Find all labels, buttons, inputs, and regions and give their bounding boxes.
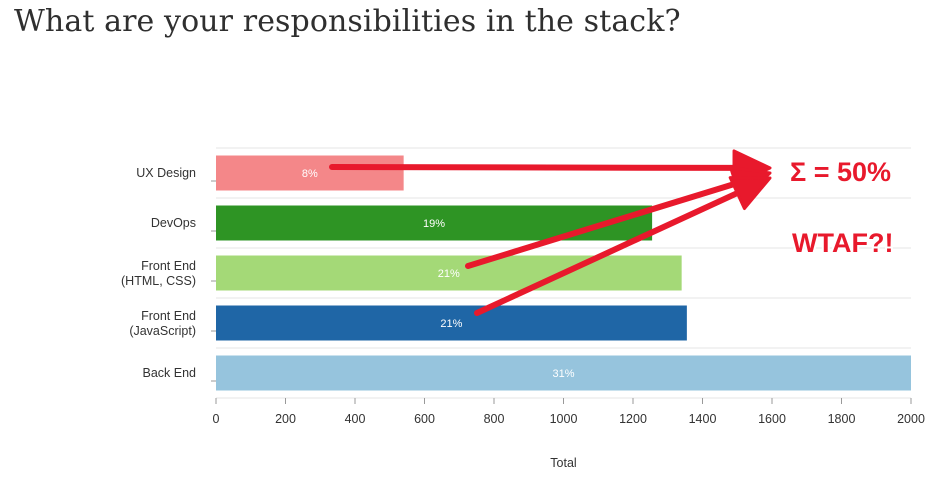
data-label: 21% [440,318,462,330]
sum-annotation: Σ = 50% [790,157,891,187]
category-label: Back End [142,366,196,380]
chart-title: What are your responsibilities in the st… [14,4,681,39]
y-axis-ticks [211,180,216,382]
bar [216,305,687,341]
data-label: 19% [423,218,445,230]
category-label: Front End (JavaScript) [129,309,196,338]
x-tick-label: 400 [345,412,366,426]
x-tick-label: 1000 [550,412,578,426]
data-label: 21% [438,268,460,280]
annotations: Σ = 50% WTAF?! [329,149,895,316]
data-label: 8% [302,168,318,180]
category-label: Front End (HTML, CSS) [121,259,196,288]
category-label: DevOps [151,216,196,230]
category-label: UX Design [136,166,196,180]
x-tick-label: 1600 [758,412,786,426]
annotation-arrow [474,176,772,316]
wtaf-annotation: WTAF?! [792,228,893,258]
x-tick-label: 1200 [619,412,647,426]
bar [216,355,911,391]
x-tick-label: 200 [275,412,296,426]
x-axis: 0 200 400 600 800 1000 1200 1400 1600 1800 2000 [213,398,925,426]
data-labels: 8% 19% 21% 21% 31% [302,168,575,380]
bar [216,155,404,191]
category-labels: UX Design DevOps Front End (HTML, CSS) Front… [121,166,196,380]
bars [216,155,911,391]
x-tick-label: 1400 [689,412,717,426]
bar [216,255,682,291]
data-label: 31% [552,368,574,380]
x-tick-label: 0 [213,412,220,426]
x-axis-title: Total [550,456,576,470]
x-tick-label: 600 [414,412,435,426]
x-tick-label: 1800 [828,412,856,426]
x-tick-label: 800 [484,412,505,426]
x-tick-label: 2000 [897,412,925,426]
